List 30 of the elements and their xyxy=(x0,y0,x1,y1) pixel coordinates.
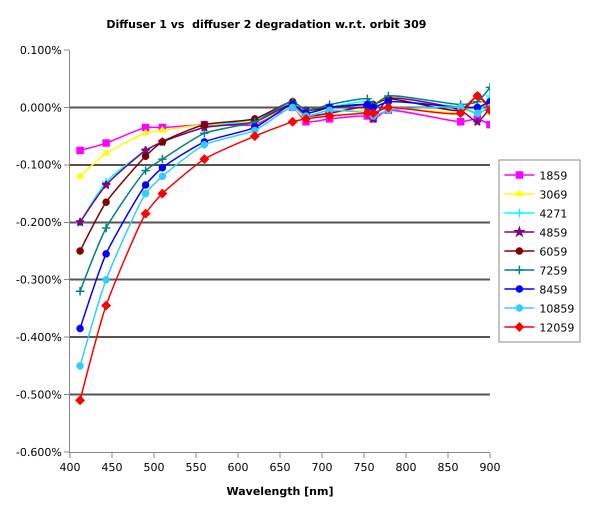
legend-label: 8459 xyxy=(539,283,568,296)
legend-label: 1859 xyxy=(539,169,568,182)
x-tick-label: 850 xyxy=(438,461,458,474)
legend-label: 4271 xyxy=(539,207,568,220)
legend-label: 7259 xyxy=(539,264,568,278)
y-tick-label: -0.500% xyxy=(16,388,62,402)
y-tick-label: -0.300% xyxy=(16,274,62,287)
y-tick-label: 0.000% xyxy=(20,101,62,114)
x-tick-label: 400 xyxy=(60,461,80,474)
legend-label: 10859 xyxy=(539,302,574,316)
x-tick-label: 600 xyxy=(228,461,248,474)
y-tick-label: -0.600% xyxy=(16,446,62,459)
x-tick-label: 750 xyxy=(354,461,374,474)
legend-label: 4859 xyxy=(539,226,568,240)
x-tick-label: 800 xyxy=(396,461,416,474)
y-tick-label: -0.100% xyxy=(16,158,62,172)
x-tick-label: 700 xyxy=(312,461,332,474)
legend-label: 3069 xyxy=(539,188,568,202)
x-tick-label: 500 xyxy=(144,461,164,474)
x-tick-label: 650 xyxy=(270,461,290,474)
y-tick-label: -0.200% xyxy=(16,216,62,230)
x-tick-label: 900 xyxy=(480,461,500,474)
x-axis-title: Wavelength [nm] xyxy=(226,485,334,498)
x-tick-label: 450 xyxy=(102,461,122,474)
y-tick-label: -0.400% xyxy=(16,330,62,344)
x-tick-label: 550 xyxy=(186,461,206,474)
chart-title: Diffuser 1 vs diffuser 2 degradation w.r.t. orbit 309 xyxy=(106,18,426,31)
legend-label: 12059 xyxy=(539,321,574,334)
legend-label: 6059 xyxy=(539,245,568,258)
y-tick-label: 0.100% xyxy=(20,44,62,57)
